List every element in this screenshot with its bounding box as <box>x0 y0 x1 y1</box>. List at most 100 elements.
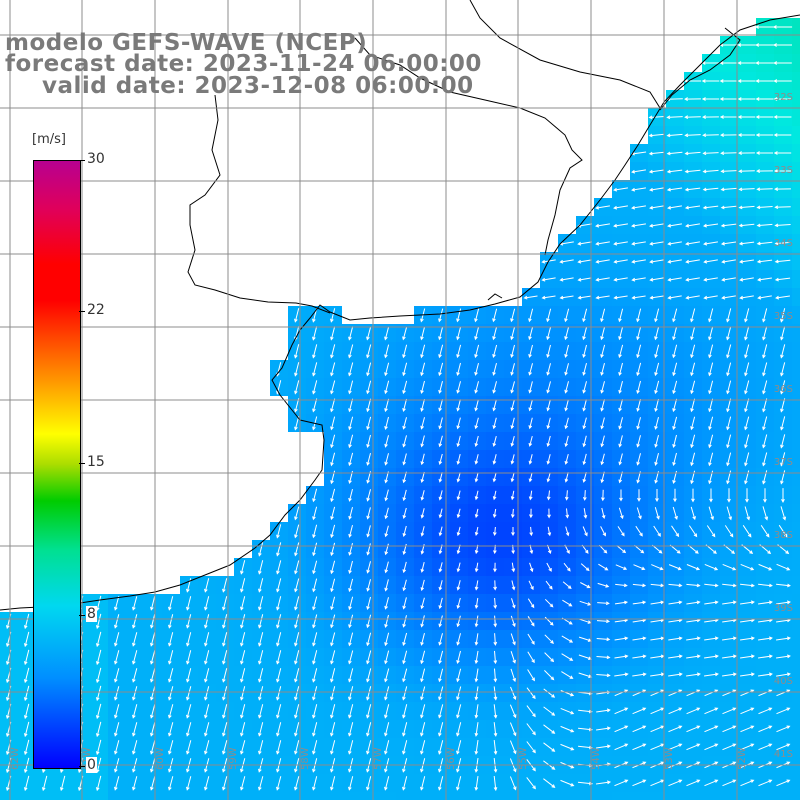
wind-arrow <box>384 650 390 665</box>
wind-arrow <box>114 614 120 629</box>
wind-arrow <box>474 472 479 483</box>
ocean-cell <box>594 792 612 800</box>
wind-arrow <box>384 435 389 448</box>
wind-arrow <box>168 650 174 665</box>
ocean-cell <box>792 54 800 72</box>
wind-arrow <box>595 780 612 785</box>
wind-arrow <box>596 655 611 660</box>
ocean-cell <box>792 702 800 720</box>
wind-arrow <box>597 582 610 588</box>
wind-arrow <box>720 187 737 192</box>
wind-arrow <box>474 633 479 646</box>
wind-arrow <box>703 241 718 246</box>
wind-arrow <box>510 399 515 412</box>
wind-arrow <box>95 739 102 756</box>
longitude-label: 58W <box>300 747 311 770</box>
wind-arrow <box>776 743 791 751</box>
wind-arrow <box>186 632 192 647</box>
latitude-label: 38S <box>774 530 793 541</box>
wind-arrow <box>780 434 786 449</box>
wind-arrow <box>720 241 737 246</box>
wind-arrow <box>528 326 534 341</box>
wind-arrow <box>719 97 738 101</box>
wind-arrow <box>704 779 719 787</box>
wind-arrow <box>529 508 533 519</box>
wind-arrow <box>582 308 588 323</box>
wind-arrow <box>168 632 174 647</box>
wind-arrow <box>132 722 138 737</box>
wind-arrow <box>258 542 264 557</box>
wind-arrow <box>726 380 732 395</box>
ocean-cell <box>90 792 108 800</box>
wind-arrow <box>615 583 628 588</box>
latitude-label: 39S <box>774 603 793 614</box>
wind-arrow <box>114 722 120 737</box>
wind-arrow <box>492 399 497 412</box>
wind-arrow <box>758 743 773 751</box>
ocean-cell <box>792 144 800 162</box>
wind-arrow <box>402 579 407 592</box>
wind-arrow <box>526 687 536 700</box>
wind-arrow <box>294 596 300 611</box>
wind-arrow <box>632 654 647 659</box>
wind-arrow <box>420 740 426 755</box>
wind-arrow <box>672 380 678 395</box>
wind-arrow <box>132 776 138 791</box>
wind-arrow <box>543 778 556 788</box>
wind-arrow <box>492 344 498 359</box>
wind-arrow <box>348 578 354 593</box>
wind-arrow <box>546 435 551 448</box>
wind-arrow <box>582 344 587 359</box>
wind-arrow <box>688 525 698 538</box>
wind-arrow <box>402 380 408 395</box>
wind-arrow <box>510 363 515 376</box>
wind-arrow <box>150 704 156 719</box>
wind-arrow <box>703 259 718 264</box>
wind-arrow <box>757 295 772 300</box>
wind-arrow <box>510 668 516 683</box>
wind-arrow <box>582 453 587 466</box>
wind-arrow <box>276 668 282 683</box>
wind-arrow <box>528 580 534 591</box>
wind-arrow <box>528 472 533 483</box>
ocean-cell <box>792 72 800 90</box>
wind-arrow <box>763 488 767 503</box>
wind-arrow <box>636 507 642 520</box>
wind-arrow <box>438 453 443 466</box>
wind-arrow <box>402 435 407 448</box>
wind-arrow <box>776 654 791 659</box>
wind-arrow <box>492 417 497 430</box>
wind-arrow <box>701 79 720 83</box>
wind-arrow <box>720 151 737 156</box>
wind-arrow <box>240 722 246 737</box>
wind-arrow <box>312 362 318 377</box>
wind-arrow <box>780 308 786 323</box>
wind-arrow <box>402 776 408 791</box>
wind-arrow <box>402 326 408 341</box>
wind-arrow <box>726 398 732 413</box>
wind-arrow <box>739 295 754 300</box>
wind-arrow <box>684 187 701 192</box>
wind-arrow <box>755 43 774 47</box>
wind-arrow <box>168 614 174 629</box>
wind-arrow <box>774 205 791 210</box>
wind-arrow <box>348 524 353 538</box>
wind-arrow <box>438 686 444 701</box>
wind-arrow <box>772 43 792 47</box>
ocean-cell <box>612 792 630 800</box>
wind-arrow <box>614 779 629 787</box>
ocean-cell <box>792 450 800 468</box>
wind-arrow <box>420 490 425 501</box>
wind-arrow <box>456 417 461 430</box>
wind-arrow <box>402 704 408 719</box>
wind-arrow <box>526 723 536 736</box>
wind-arrow <box>402 686 408 701</box>
wind-arrow <box>204 722 210 737</box>
wind-arrow <box>258 668 264 683</box>
wind-arrow <box>546 381 551 394</box>
wind-arrow <box>727 488 731 503</box>
wind-arrow <box>668 654 683 659</box>
wind-arrow <box>384 380 390 395</box>
wind-arrow <box>474 344 480 359</box>
wind-arrow <box>258 650 264 665</box>
